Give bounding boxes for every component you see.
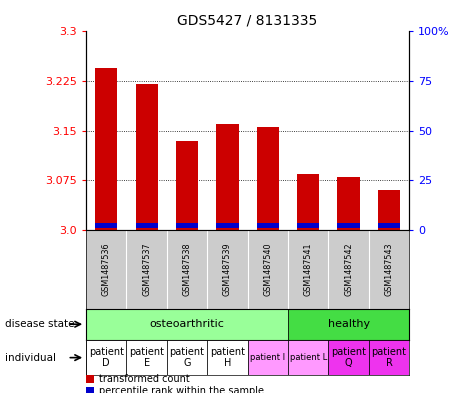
Text: patient
G: patient G bbox=[170, 347, 205, 368]
Bar bbox=[338, 222, 360, 228]
Text: GSM1487543: GSM1487543 bbox=[385, 242, 393, 296]
Title: GDS5427 / 8131335: GDS5427 / 8131335 bbox=[178, 13, 318, 28]
Bar bbox=[378, 222, 400, 228]
Text: patient
Q: patient Q bbox=[331, 347, 366, 368]
Bar bbox=[297, 174, 319, 230]
Bar bbox=[338, 177, 360, 230]
Bar bbox=[369, 340, 409, 375]
Bar bbox=[247, 340, 288, 375]
Text: GSM1487541: GSM1487541 bbox=[304, 242, 312, 296]
Bar bbox=[135, 222, 158, 228]
Bar bbox=[216, 222, 239, 228]
Bar bbox=[297, 222, 319, 228]
Bar bbox=[95, 222, 117, 228]
Bar bbox=[257, 222, 279, 228]
Bar bbox=[176, 141, 198, 230]
Bar bbox=[288, 309, 409, 340]
Bar bbox=[95, 68, 117, 230]
Text: GSM1487536: GSM1487536 bbox=[102, 242, 111, 296]
Text: GSM1487539: GSM1487539 bbox=[223, 242, 232, 296]
Text: individual: individual bbox=[5, 353, 56, 363]
Bar bbox=[86, 340, 126, 375]
Text: percentile rank within the sample: percentile rank within the sample bbox=[99, 386, 264, 393]
Bar bbox=[135, 84, 158, 230]
Text: patient
R: patient R bbox=[372, 347, 406, 368]
Text: transformed count: transformed count bbox=[99, 374, 190, 384]
Text: healthy: healthy bbox=[327, 319, 370, 329]
Text: patient
D: patient D bbox=[89, 347, 124, 368]
Text: GSM1487537: GSM1487537 bbox=[142, 242, 151, 296]
Bar bbox=[216, 124, 239, 230]
Bar bbox=[257, 127, 279, 230]
Bar bbox=[328, 340, 369, 375]
Text: GSM1487540: GSM1487540 bbox=[263, 242, 272, 296]
Bar bbox=[176, 222, 198, 228]
Bar bbox=[86, 309, 288, 340]
Bar bbox=[126, 340, 167, 375]
Bar bbox=[207, 340, 248, 375]
Text: patient L: patient L bbox=[290, 353, 327, 362]
Bar bbox=[378, 190, 400, 230]
Bar bbox=[288, 340, 328, 375]
Text: osteoarthritic: osteoarthritic bbox=[150, 319, 225, 329]
Text: patient
H: patient H bbox=[210, 347, 245, 368]
Text: patient I: patient I bbox=[250, 353, 286, 362]
Bar bbox=[167, 340, 207, 375]
Text: disease state: disease state bbox=[5, 319, 74, 329]
Text: patient
E: patient E bbox=[129, 347, 164, 368]
Text: GSM1487538: GSM1487538 bbox=[183, 242, 192, 296]
Text: GSM1487542: GSM1487542 bbox=[344, 242, 353, 296]
